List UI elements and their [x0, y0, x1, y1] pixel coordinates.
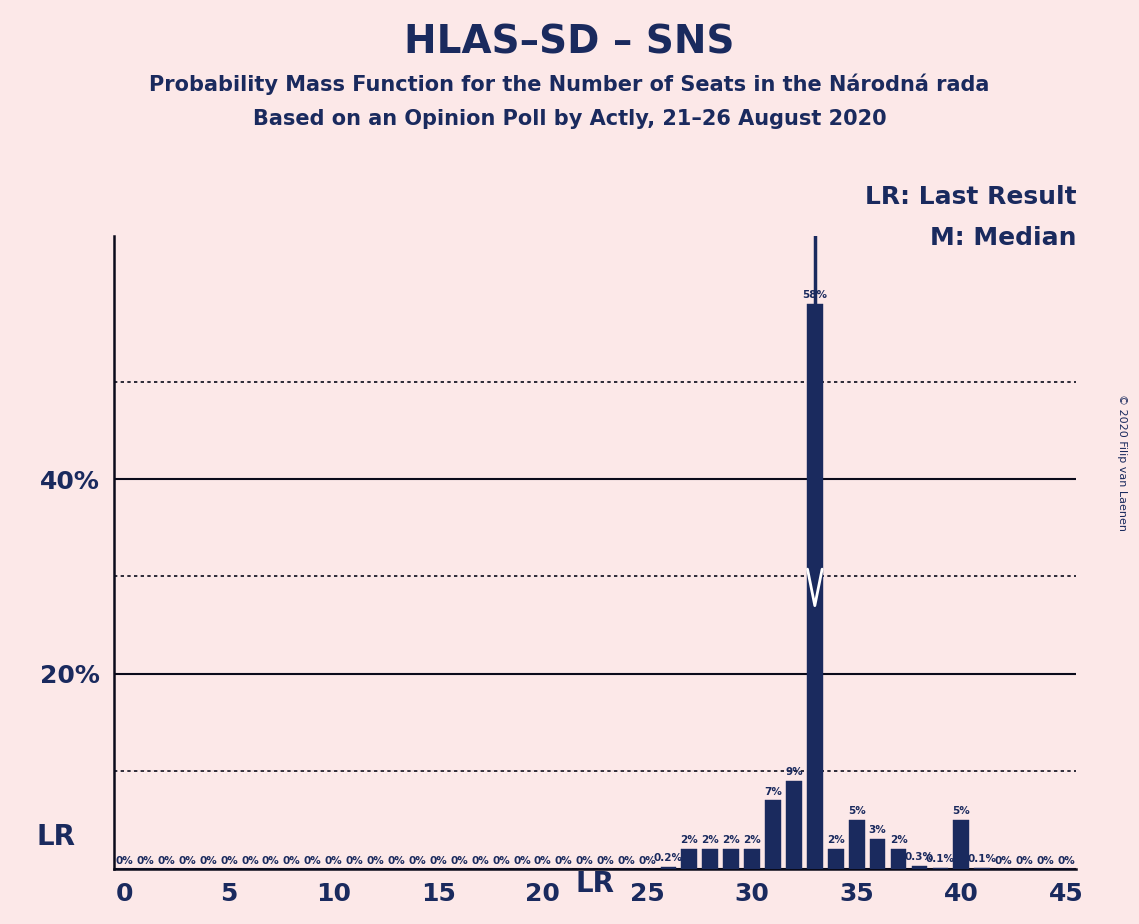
Bar — [953, 820, 969, 869]
Text: 0%: 0% — [387, 856, 405, 866]
Text: 0%: 0% — [179, 856, 196, 866]
Text: 0%: 0% — [282, 856, 301, 866]
Bar — [933, 868, 948, 869]
Bar — [723, 849, 739, 869]
Text: 0.3%: 0.3% — [904, 852, 934, 862]
Text: © 2020 Filip van Laenen: © 2020 Filip van Laenen — [1117, 394, 1126, 530]
Text: 0%: 0% — [617, 856, 636, 866]
Bar — [661, 867, 677, 869]
Bar — [681, 849, 697, 869]
Text: 0%: 0% — [1015, 856, 1033, 866]
Text: 9%: 9% — [785, 767, 803, 777]
Text: LR: LR — [36, 823, 76, 851]
Text: 2%: 2% — [680, 835, 698, 845]
Text: 0%: 0% — [1057, 856, 1075, 866]
Bar — [765, 800, 781, 869]
Text: 0%: 0% — [534, 856, 551, 866]
Text: 0%: 0% — [199, 856, 216, 866]
Text: 0.2%: 0.2% — [654, 853, 683, 863]
Text: 2%: 2% — [827, 835, 845, 845]
Text: 0.1%: 0.1% — [926, 854, 954, 864]
Text: 0%: 0% — [241, 856, 259, 866]
Text: 0%: 0% — [555, 856, 573, 866]
Text: 0%: 0% — [409, 856, 426, 866]
Text: HLAS–SD – SNS: HLAS–SD – SNS — [404, 23, 735, 61]
Text: 0%: 0% — [220, 856, 238, 866]
Text: 2%: 2% — [722, 835, 740, 845]
Bar — [974, 868, 990, 869]
Bar — [828, 849, 844, 869]
Text: 0%: 0% — [262, 856, 280, 866]
Bar — [870, 839, 885, 869]
Text: 0%: 0% — [157, 856, 175, 866]
Text: LR: LR — [575, 870, 615, 898]
Text: 0%: 0% — [492, 856, 510, 866]
Text: 0%: 0% — [345, 856, 363, 866]
Text: 3%: 3% — [869, 825, 886, 835]
Bar — [703, 849, 718, 869]
Text: 0%: 0% — [304, 856, 321, 866]
Text: Based on an Opinion Poll by Actly, 21–26 August 2020: Based on an Opinion Poll by Actly, 21–26… — [253, 109, 886, 129]
Text: 58%: 58% — [802, 290, 827, 300]
Text: LR: Last Result: LR: Last Result — [865, 185, 1076, 209]
Text: 7%: 7% — [764, 786, 781, 796]
Text: 2%: 2% — [702, 835, 719, 845]
Bar — [786, 781, 802, 869]
Text: 0%: 0% — [429, 856, 448, 866]
Text: 0%: 0% — [115, 856, 133, 866]
Text: 5%: 5% — [847, 806, 866, 816]
Bar — [744, 849, 760, 869]
Text: 0.1%: 0.1% — [968, 854, 997, 864]
Text: 0%: 0% — [450, 856, 468, 866]
Text: 0%: 0% — [137, 856, 154, 866]
Text: M: Median: M: Median — [929, 226, 1076, 250]
Text: 0%: 0% — [367, 856, 384, 866]
Text: Probability Mass Function for the Number of Seats in the Národná rada: Probability Mass Function for the Number… — [149, 74, 990, 95]
Text: 2%: 2% — [743, 835, 761, 845]
Text: 0%: 0% — [1036, 856, 1054, 866]
Text: 0%: 0% — [472, 856, 489, 866]
Bar — [891, 849, 907, 869]
Text: 0%: 0% — [325, 856, 343, 866]
Text: 0%: 0% — [994, 856, 1011, 866]
Text: 0%: 0% — [639, 856, 656, 866]
Bar — [806, 304, 822, 869]
Text: 0%: 0% — [576, 856, 593, 866]
Text: 0%: 0% — [513, 856, 531, 866]
Bar — [911, 866, 927, 869]
Text: 5%: 5% — [952, 806, 970, 816]
Bar — [849, 820, 865, 869]
Text: 2%: 2% — [890, 835, 908, 845]
Text: 0%: 0% — [597, 856, 614, 866]
